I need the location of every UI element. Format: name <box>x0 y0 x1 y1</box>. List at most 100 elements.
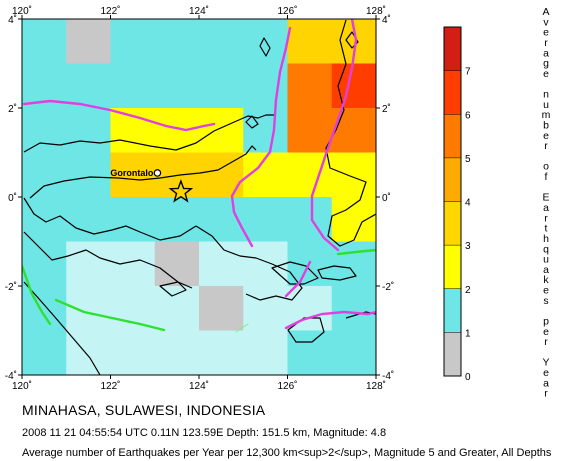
seismicity-map: 120˚120˚122˚122˚124˚124˚126˚126˚128˚128˚… <box>5 5 551 400</box>
colorbar-title-letter: r <box>544 336 548 348</box>
y-tick-label: 0˚ <box>8 192 17 204</box>
colorbar-title-letter: r <box>544 388 548 400</box>
colorbar-title-letter: t <box>545 223 548 235</box>
colorbar-title-letter: r <box>544 140 548 152</box>
heat-cell <box>110 286 156 331</box>
colorbar-title-letter: a <box>543 202 549 214</box>
colorbar-tick-label: 4 <box>465 198 471 209</box>
colorbar-title-letter: E <box>542 192 549 204</box>
heat-cell <box>199 19 244 64</box>
heat-cell <box>154 19 200 64</box>
coastline-east-arm <box>195 225 303 301</box>
heat-cell <box>110 330 156 375</box>
colorbar-tick-label: 2 <box>465 285 471 296</box>
epicenter-star-icon <box>168 179 194 203</box>
heat-cell <box>243 330 288 375</box>
city-marker: Gorontalo <box>110 168 162 178</box>
colorbar-tick-label: 7 <box>465 67 471 78</box>
x-tick-label: 120˚ <box>12 380 32 392</box>
heat-cell <box>22 241 67 287</box>
colorbar-title-letter: e <box>543 367 549 379</box>
heat-cell <box>22 19 67 64</box>
colorbar-swatch <box>444 27 461 71</box>
x-tick-label: 128˚ <box>366 5 386 17</box>
island-sangihe <box>259 37 271 57</box>
colorbar-title-letter: e <box>543 27 549 39</box>
city-dot <box>153 169 162 177</box>
heat-cell <box>199 63 244 109</box>
colorbar-title-letter: a <box>543 264 549 276</box>
heat-cell <box>22 330 67 375</box>
coastline-central-sulawesi <box>23 231 193 289</box>
heat-cell <box>154 330 200 375</box>
colorbar-title-letter: k <box>543 274 549 286</box>
colorbar-tick-label: 0 <box>465 372 471 383</box>
coastline-gorontalo-south <box>29 145 257 199</box>
colorbar-title-letter: f <box>545 171 548 183</box>
plate-boundary-east-sulawesi <box>284 260 312 298</box>
colorbar-title-letter: o <box>543 161 549 173</box>
plate-boundary-seram <box>284 310 376 330</box>
colorbar-swatch <box>444 288 461 333</box>
heat-cell <box>110 63 156 109</box>
plate-boundary-palu-koro <box>22 264 52 326</box>
colorbar-title-letter: a <box>543 377 549 389</box>
plate-boundary-sangihe <box>230 26 292 248</box>
heat-cell <box>110 152 156 198</box>
y-tick-label: 0˚ <box>382 192 391 204</box>
colorbar-swatch <box>444 114 461 158</box>
heat-cell <box>287 330 333 375</box>
plate-boundary-minor <box>235 323 249 333</box>
map-ticks: 120˚ 120˚ 122˚ 122˚ 124˚ 124˚ 126˚ 126˚ 128˚ 128˚… <box>5 5 394 392</box>
colorbar-title-letter: h <box>543 233 549 245</box>
island-sula <box>271 261 319 285</box>
y-tick-label: 4˚ <box>8 14 17 26</box>
heat-cell <box>199 108 244 153</box>
colorbar-title-letter: e <box>543 285 549 297</box>
colorbar-title-letter: s <box>543 295 548 307</box>
colorbar-title-letter: r <box>544 37 548 49</box>
event-details: 2008 11 21 04:55:54 UTC 0.11N 123.59E De… <box>22 427 387 439</box>
colorbar: 0 1 2 3 4 5 6 7 <box>443 26 471 383</box>
heatmap-grid <box>22 19 376 375</box>
heat-cell <box>22 152 67 198</box>
colorbar-title-letter: m <box>542 109 551 121</box>
colorbar-swatch <box>444 245 461 289</box>
colorbar-title-letter: A <box>542 6 549 18</box>
colorbar-tick-label: 1 <box>465 328 471 339</box>
x-tick-label: 122˚ <box>100 380 120 392</box>
colorbar-title-letter: q <box>543 243 549 255</box>
plate-boundary-molucca <box>336 248 376 256</box>
figure-description: Average number of Earthquakes per Year p… <box>22 447 552 459</box>
y-tick-label: 4˚ <box>382 14 391 26</box>
colorbar-swatch <box>444 157 461 202</box>
heat-cell <box>287 19 333 64</box>
colorbar-tick-label: 3 <box>465 241 471 252</box>
heat-cell <box>154 197 200 242</box>
colorbar-title-letter: u <box>543 99 549 111</box>
heat-cell <box>331 108 376 153</box>
heat-cell <box>66 19 111 64</box>
heat-cell <box>66 330 111 375</box>
colorbar-title-letter: p <box>543 315 549 327</box>
x-tick-label: 128˚ <box>366 380 386 392</box>
coastline-minahasa-north <box>23 114 274 153</box>
island-obi <box>317 265 357 281</box>
heat-cell <box>66 241 111 287</box>
plate-boundary-sorong <box>54 298 166 332</box>
colorbar-title-letter: r <box>544 212 548 224</box>
colorbar-title-letter: Y <box>542 357 549 369</box>
colorbar-title-letter: v <box>543 16 549 28</box>
colorbar-title-letter: b <box>543 119 549 131</box>
heat-cell <box>243 197 288 242</box>
heat-cell <box>66 152 111 198</box>
island-small-north <box>245 115 259 129</box>
city-label: Gorontalo <box>110 168 153 178</box>
island-halmahera <box>325 19 376 247</box>
heat-cell <box>331 152 376 198</box>
y-tick-label: -2˚ <box>382 281 394 293</box>
heat-cell <box>287 108 333 153</box>
heat-cell <box>110 197 156 242</box>
heat-cell <box>22 108 67 153</box>
